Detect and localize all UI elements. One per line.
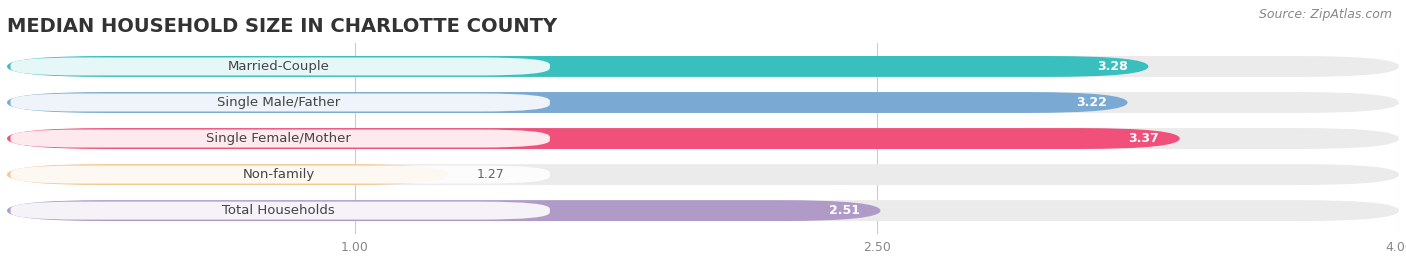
- FancyBboxPatch shape: [10, 130, 550, 147]
- FancyBboxPatch shape: [7, 200, 880, 221]
- FancyBboxPatch shape: [10, 94, 550, 112]
- Text: Single Male/Father: Single Male/Father: [217, 96, 340, 109]
- FancyBboxPatch shape: [7, 128, 1399, 149]
- FancyBboxPatch shape: [10, 165, 550, 183]
- Text: Source: ZipAtlas.com: Source: ZipAtlas.com: [1258, 8, 1392, 21]
- FancyBboxPatch shape: [7, 164, 449, 185]
- Text: 1.27: 1.27: [477, 168, 505, 181]
- Text: MEDIAN HOUSEHOLD SIZE IN CHARLOTTE COUNTY: MEDIAN HOUSEHOLD SIZE IN CHARLOTTE COUNT…: [7, 17, 557, 36]
- Text: 2.51: 2.51: [828, 204, 859, 217]
- FancyBboxPatch shape: [7, 56, 1399, 77]
- FancyBboxPatch shape: [7, 56, 1149, 77]
- Text: 3.28: 3.28: [1097, 60, 1128, 73]
- FancyBboxPatch shape: [7, 92, 1128, 113]
- FancyBboxPatch shape: [7, 200, 1399, 221]
- FancyBboxPatch shape: [10, 201, 550, 220]
- FancyBboxPatch shape: [7, 92, 1399, 113]
- Text: Single Female/Mother: Single Female/Mother: [207, 132, 352, 145]
- Text: Married-Couple: Married-Couple: [228, 60, 329, 73]
- FancyBboxPatch shape: [7, 128, 1180, 149]
- Text: Non-family: Non-family: [242, 168, 315, 181]
- FancyBboxPatch shape: [10, 58, 550, 76]
- FancyBboxPatch shape: [7, 164, 1399, 185]
- Text: 3.22: 3.22: [1076, 96, 1107, 109]
- Text: 3.37: 3.37: [1128, 132, 1159, 145]
- Text: Total Households: Total Households: [222, 204, 335, 217]
